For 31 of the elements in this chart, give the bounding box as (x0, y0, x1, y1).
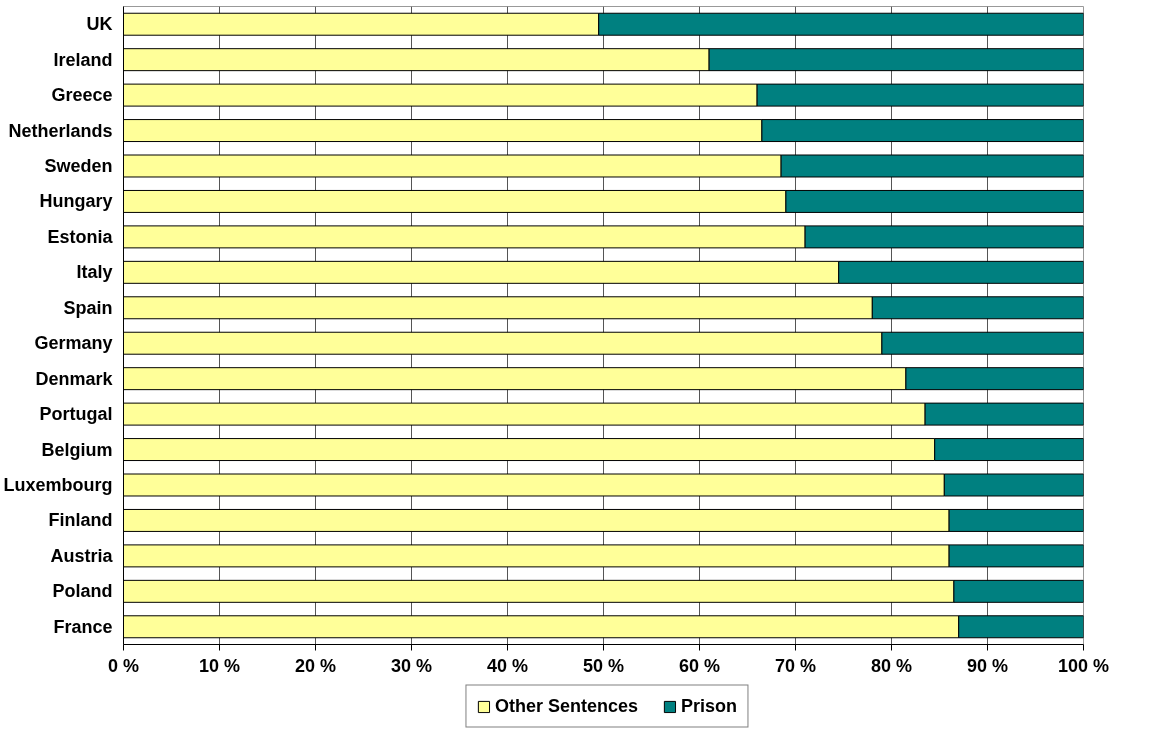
x-tick-label: 10 % (198, 655, 241, 676)
x-tick-label: 30 % (390, 655, 433, 676)
y-tick-label: Netherlands (8, 120, 113, 141)
y-tick-label: Poland (52, 581, 113, 602)
x-tick-label: 40 % (486, 655, 529, 676)
x-tick-label: 100 % (1057, 655, 1110, 676)
y-tick-label: Finland (48, 510, 113, 531)
y-tick-label: Austria (50, 545, 114, 566)
x-tick-label: 50 % (582, 655, 625, 676)
y-tick-label: Greece (51, 85, 113, 106)
x-tick-label: 80 % (870, 655, 913, 676)
x-tick-label: 70 % (774, 655, 817, 676)
y-tick-label: Portugal (39, 404, 113, 425)
y-tick-label: Italy (76, 262, 113, 283)
x-tick-label: 90 % (966, 655, 1009, 676)
y-tick-label: Germany (34, 333, 113, 354)
y-tick-label: Denmark (35, 368, 114, 389)
y-tick-label: Belgium (41, 439, 113, 460)
y-tick-label: Sweden (44, 156, 113, 176)
legend-label: Other Sentences (494, 695, 639, 717)
y-tick-label: Luxembourg (3, 475, 113, 495)
y-tick-label: Spain (63, 297, 113, 318)
x-tick-label: 0 % (107, 655, 140, 676)
y-tick-label: Ireland (53, 49, 113, 70)
y-tick-label: France (53, 616, 113, 637)
y-tick-label: Estonia (47, 226, 114, 247)
y-tick-label: Hungary (39, 191, 113, 212)
y-tick-label: UK (86, 14, 113, 35)
x-tick-label: 20 % (294, 655, 337, 676)
x-tick-label: 60 % (678, 655, 721, 676)
legend-label: Prison (681, 695, 738, 717)
